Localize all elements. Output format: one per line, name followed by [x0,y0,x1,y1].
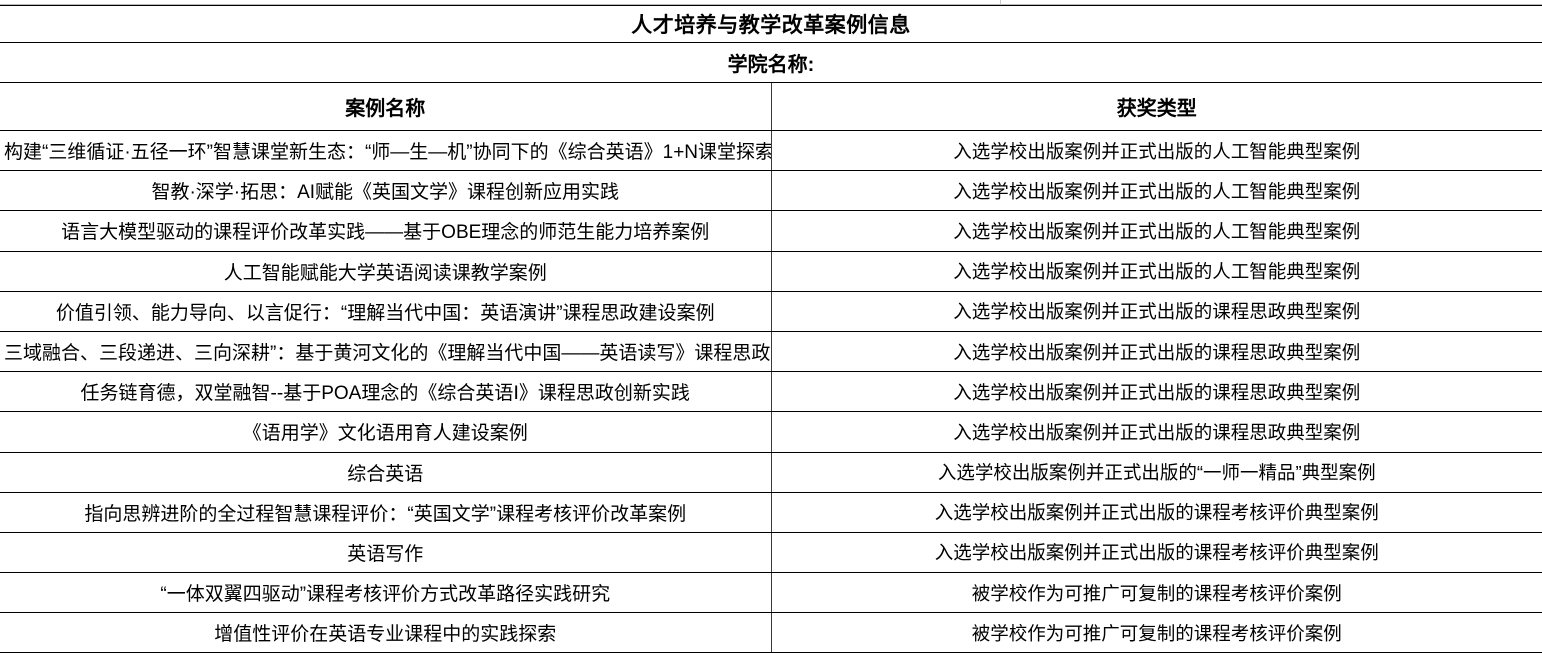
cell-case-name[interactable]: 综合英语 [0,451,772,493]
cell-award-type[interactable]: 入选学校出版案例并正式出版的人工智能典型案例 [771,170,1542,212]
table-row[interactable]: 智教·深学·拓思：AI赋能《英国文学》课程创新应用实践 入选学校出版案例并正式出版… [0,170,1542,212]
column-header-award-type[interactable]: 获奖类型 [771,82,1542,131]
page-title: 人才培养与教学改革案例信息 [0,5,1542,43]
cell-case-name[interactable]: “一体双翼四驱动”课程考核评价方式改革路径实践研究 [0,572,772,614]
cell-case-name[interactable]: 指向思辨进阶的全过程智慧课程评价：“英国文学”课程考核评价改革案例 [0,491,772,533]
table-subtitle-row: 学院名称: [0,42,1542,83]
cell-case-name[interactable]: 增值性评价在英语专业课程中的实践探索 [0,612,772,653]
table-row[interactable]: 英语写作 入选学校出版案例并正式出版的课程考核评价典型案例 [0,531,1542,574]
table-row[interactable]: 《语用学》文化语用育人建设案例 入选学校出版案例并正式出版的课程思政典型案例 [0,411,1542,453]
cell-case-name[interactable]: 构建“三维循证·五径一环”智慧课堂新生态：“师—生—机”协同下的《综合英语》1+… [0,129,772,172]
table-title-row: 人才培养与教学改革案例信息 [0,5,1542,43]
table-row[interactable]: 构建“三维循证·五径一环”智慧课堂新生态：“师—生—机”协同下的《综合英语》1+… [0,129,1542,172]
cell-award-type[interactable]: 入选学校出版案例并正式出版的人工智能典型案例 [771,250,1542,292]
table-row[interactable]: 人工智能赋能大学英语阅读课教学案例 入选学校出版案例并正式出版的人工智能典型案例 [0,250,1542,292]
cell-award-type[interactable]: 入选学校出版案例并正式出版的人工智能典型案例 [771,129,1542,172]
cell-award-type[interactable]: 入选学校出版案例并正式出版的课程思政典型案例 [771,290,1542,332]
cell-case-name[interactable]: 人工智能赋能大学英语阅读课教学案例 [0,250,772,292]
cell-case-name[interactable]: 语言大模型驱动的课程评价改革实践——基于OBE理念的师范生能力培养案例 [0,210,772,252]
cell-case-name[interactable]: 任务链育德，双堂融智--基于POA理念的《综合英语Ⅰ》课程思政创新实践 [0,371,772,413]
cell-award-type[interactable]: 被学校作为可推广可复制的课程考核评价案例 [771,572,1542,614]
column-header-case-name[interactable]: 案例名称 [0,82,772,131]
table-row[interactable]: “一体双翼四驱动”课程考核评价方式改革路径实践研究 被学校作为可推广可复制的课程考… [0,572,1542,614]
table-row[interactable]: 综合英语 入选学校出版案例并正式出版的“一师一精品”典型案例 [0,451,1542,493]
table-row[interactable]: 价值引领、能力导向、以言促行：“理解当代中国：英语演讲”课程思政建设案例 入选学校… [0,290,1542,332]
table-row[interactable]: 语言大模型驱动的课程评价改革实践——基于OBE理念的师范生能力培养案例 入选学校出… [0,210,1542,252]
cell-award-type[interactable]: 入选学校出版案例并正式出版的课程思政典型案例 [771,411,1542,453]
cell-award-type[interactable]: 入选学校出版案例并正式出版的人工智能典型案例 [771,210,1542,252]
cell-award-type[interactable]: 入选学校出版案例并正式出版的课程考核评价典型案例 [771,531,1542,574]
cell-award-type[interactable]: 入选学校出版案例并正式出版的课程思政典型案例 [771,371,1542,413]
table-row[interactable]: 指向思辨进阶的全过程智慧课程评价：“英国文学”课程考核评价改革案例 入选学校出版案… [0,491,1542,533]
cell-case-name[interactable]: 《语用学》文化语用育人建设案例 [0,411,772,453]
table-row[interactable]: 三域融合、三段递进、三向深耕”：基于黄河文化的《理解当代中国——英语读写》课程思… [0,330,1542,373]
table-header-row: 案例名称 获奖类型 [0,82,1542,131]
college-name-label: 学院名称: [0,42,1542,83]
table-row[interactable]: 增值性评价在英语专业课程中的实践探索 被学校作为可推广可复制的课程考核评价案例 [0,612,1542,653]
cell-award-type[interactable]: 入选学校出版案例并正式出版的“一师一精品”典型案例 [771,451,1542,493]
cell-case-name[interactable]: 英语写作 [0,531,772,574]
cell-case-name[interactable]: 智教·深学·拓思：AI赋能《英国文学》课程创新应用实践 [0,170,772,212]
sheet-top-rule [0,4,1542,5]
cell-case-name[interactable]: 三域融合、三段递进、三向深耕”：基于黄河文化的《理解当代中国——英语读写》课程思… [0,330,772,373]
table-row[interactable]: 任务链育德，双堂融智--基于POA理念的《综合英语Ⅰ》课程思政创新实践 入选学校出… [0,371,1542,413]
cell-award-type[interactable]: 入选学校出版案例并正式出版的课程思政典型案例 [771,330,1542,373]
cell-case-name[interactable]: 价值引领、能力导向、以言促行：“理解当代中国：英语演讲”课程思政建设案例 [0,290,772,332]
sheet-top-column-divider [1000,0,1001,5]
cell-award-type[interactable]: 入选学校出版案例并正式出版的课程考核评价典型案例 [771,491,1542,533]
cell-award-type[interactable]: 被学校作为可推广可复制的课程考核评价案例 [771,612,1542,653]
case-information-table: 人才培养与教学改革案例信息 学院名称: 案例名称 获奖类型 构建“三维循证·五径… [0,5,1542,653]
